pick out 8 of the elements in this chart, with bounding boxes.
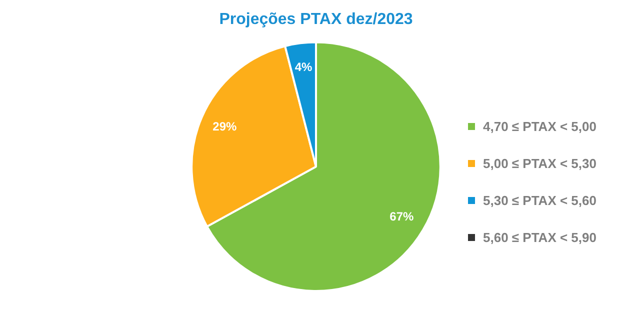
data-label: 29% [212,119,237,134]
chart-title: Projeções PTAX dez/2023 [219,11,413,28]
data-label: 67% [390,210,414,224]
legend-label: 4,70 ≤ PTAX < 5,00 [483,119,596,134]
legend-label: 5,60 ≤ PTAX < 5,90 [483,230,596,245]
legend-label: 5,00 ≤ PTAX < 5,30 [483,156,596,171]
legend-label: 5,30 ≤ PTAX < 5,60 [483,193,596,208]
data-label: 4% [294,60,313,74]
